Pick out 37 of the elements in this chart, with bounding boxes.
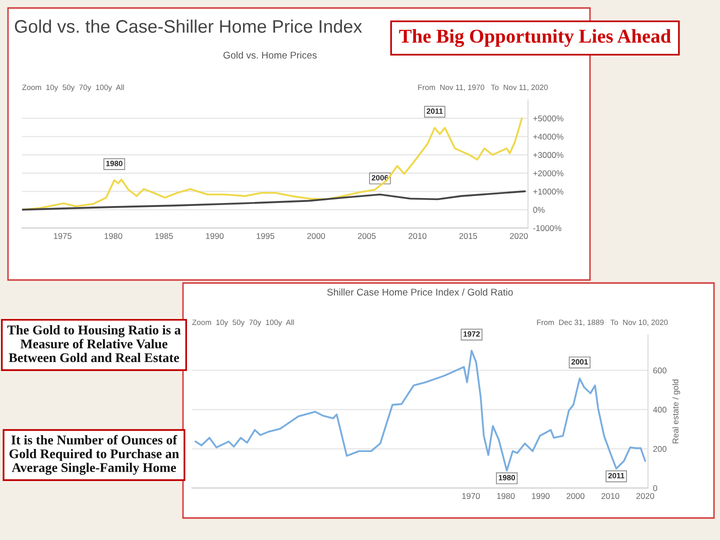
y-tick-label: +3000% <box>533 152 564 158</box>
x-tick-label: 2020 <box>636 493 654 499</box>
x-tick-label: 2010 <box>602 493 620 499</box>
x-tick-label: 2010 <box>408 233 426 239</box>
x-tick-label: 1980 <box>104 233 122 239</box>
y-tick-label: 0% <box>533 206 545 213</box>
x-tick-label: 1970 <box>462 493 480 499</box>
line-series <box>194 350 646 472</box>
x-tick-label: 1980 <box>497 493 515 499</box>
text: It is the Number of Ounces of Gold Required to Purchase an Average Single-Family Home <box>9 435 179 475</box>
y-tick-label: +5000% <box>533 115 564 122</box>
x-tick-label: 1995 <box>256 233 274 239</box>
y-tick-label: 0 <box>653 485 658 492</box>
y-tick-label: 600 <box>653 368 666 374</box>
x-tick-label: 2000 <box>566 493 584 499</box>
y-tick-label: +1000% <box>533 188 564 195</box>
x-tick-label: 1985 <box>155 233 173 239</box>
x-tick-label: 2015 <box>459 233 478 239</box>
x-tick-label: 2020 <box>510 233 528 239</box>
x-tick-label: 1990 <box>206 233 224 239</box>
y-tick-label: -1000% <box>533 225 562 232</box>
y-tick-label: 200 <box>653 446 666 452</box>
text: The Big Opportunity Lies Ahead <box>399 29 671 47</box>
text: The Gold to Housing Ratio is a Measure of Relative Value Between Gold and Real Estate <box>7 325 181 362</box>
y-tick-label: 400 <box>653 406 666 413</box>
line-series <box>22 190 526 211</box>
chart-subtitle: Gold vs. Home Prices <box>223 51 317 59</box>
chart-title: Gold vs. the Case-Shiller Home Price Index <box>14 20 362 33</box>
chart-title: Shiller Case Home Price Index / Gold Ratio <box>327 288 513 296</box>
x-tick-label: 2005 <box>358 233 376 239</box>
x-tick-label: 1990 <box>532 493 550 499</box>
y-tick-label: +4000% <box>533 134 564 140</box>
y-tick-label: +2000% <box>533 170 564 176</box>
x-tick-label: 1975 <box>54 233 72 239</box>
x-tick-label: 2000 <box>307 233 326 239</box>
y-axis-title: Real estate / gold <box>672 380 680 444</box>
line-series <box>22 117 523 211</box>
